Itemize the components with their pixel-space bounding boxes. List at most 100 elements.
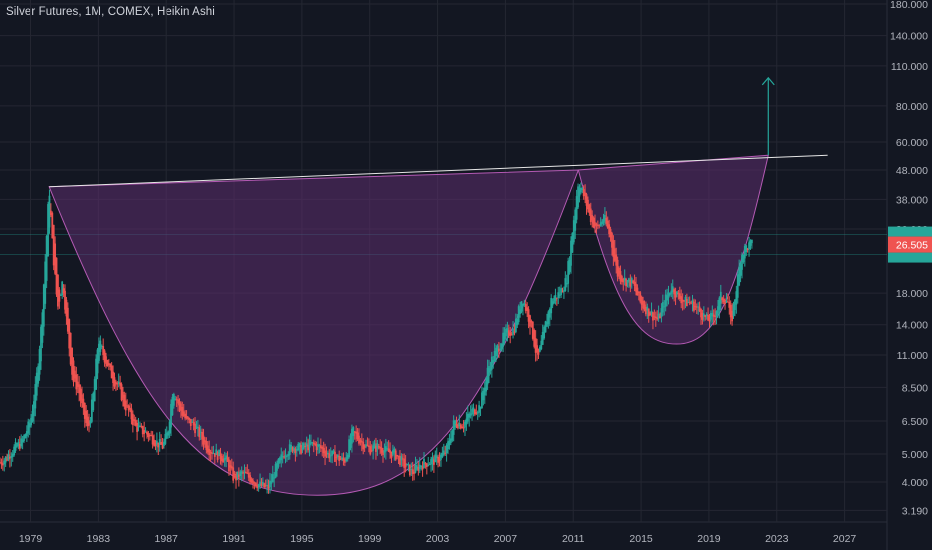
candle-body [34,384,37,409]
candle-body [602,218,605,223]
candle-body [165,432,168,439]
candle-body [42,284,45,327]
candle-body [483,387,486,396]
candle-body [427,464,430,466]
candle-body [625,279,628,287]
candle-body [35,372,38,396]
candle-body [177,399,179,404]
candle-body [185,416,188,418]
candle-body [678,293,681,299]
candle-body [517,306,520,323]
price-tick-label: 180.000 [890,0,928,11]
candle-body [666,295,668,301]
candle-body [254,482,257,487]
price-tick-label: 4.000 [902,477,928,489]
candle-body [74,370,76,379]
candle-body [297,443,300,451]
candle-body [538,346,541,352]
candle-body [201,431,204,440]
time-tick-label: 2015 [629,533,653,545]
candle-body [49,210,52,216]
candle-body [47,204,49,257]
candle-body [693,301,695,311]
candle-body [150,435,153,437]
candle-body [588,204,591,213]
candle-body [189,418,192,426]
candle-body [96,349,99,374]
candle-body [100,345,103,347]
candle-body [674,291,677,298]
candle-body [557,292,560,298]
candle-body [160,441,163,445]
candle-body [0,462,1,464]
candle-body [529,315,531,327]
candle-body [623,277,626,281]
time-axis[interactable]: 1979 1983 1987 1991 1995 1999 2003 2007 2011 2015… [19,533,857,545]
candle-body [375,445,377,452]
candle-body [28,423,31,428]
candle-body [107,363,110,365]
candle-body [738,266,741,286]
candle-body [228,459,230,472]
candle-body [146,431,148,435]
candle-body [95,358,98,390]
candle-body [553,298,555,304]
candle-body [465,418,468,425]
candle-body [184,413,187,419]
candle-body [291,447,294,452]
candle-body [561,291,564,293]
candle-body [438,459,441,461]
candle-body [85,410,88,423]
candle-body [264,485,267,487]
candle-body [312,442,315,445]
candle-body [211,452,213,455]
candle-body [81,394,83,404]
candle-body [65,299,68,317]
candle-body [548,308,551,318]
candle-body [432,459,435,465]
candle-body [721,297,724,301]
candle-body [119,382,122,386]
candle-body [606,220,609,228]
candle-body [154,442,157,447]
candle-body [705,314,708,317]
candle-body [656,317,659,320]
candle-body [294,448,297,453]
price-tick-label: 38.000 [896,194,928,206]
candle-body [273,477,276,479]
candle-body [180,403,182,411]
candle-body [178,401,181,406]
candle-body [571,232,574,253]
candle-body [194,423,196,434]
time-tick-label: 2019 [697,533,721,545]
candle-body [486,367,489,385]
candle-body [75,374,78,390]
candle-body [295,449,298,451]
price-axis[interactable]: 180.000 140.000 110.000 80.000 60.000 48.000 3… [888,0,932,517]
candle-body [24,434,27,439]
candle-body [729,304,732,318]
candle-body [300,445,302,454]
candle-body [708,317,711,322]
candle-body [226,457,229,462]
high-price-tag [888,226,932,237]
candle-body [519,309,522,314]
price-tick-label: 11.000 [897,350,928,362]
candle-body [719,291,722,304]
candle-body [8,457,11,459]
time-tick-label: 2003 [426,533,450,545]
candle-body [448,440,451,446]
candle-body [543,326,546,339]
candle-body [290,445,293,450]
candle-body [286,456,288,458]
candle-body [441,452,444,458]
candle-body [252,480,254,485]
candle-body [365,444,367,447]
candle-body [212,453,215,455]
candle-body [256,484,259,489]
candle-body [370,450,373,452]
candle-body [127,405,130,411]
candle-body [527,309,530,322]
candle-body [83,402,86,419]
